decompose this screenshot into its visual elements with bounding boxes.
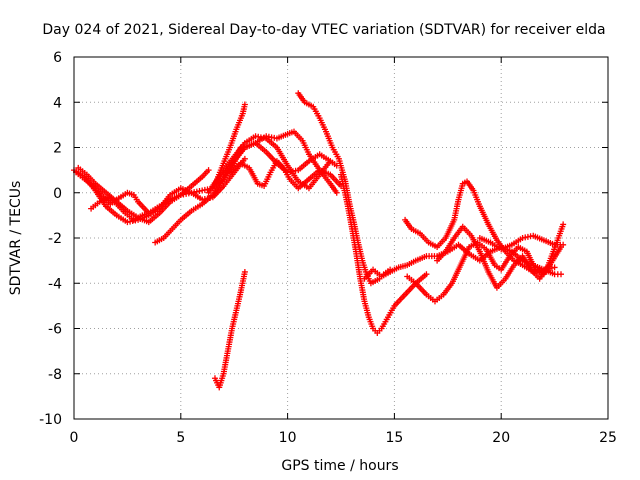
x-tick-label: 0 xyxy=(70,430,79,446)
x-ticks: 0 5 10 15 20 25 xyxy=(70,57,617,446)
grid xyxy=(74,57,608,419)
data-point xyxy=(241,155,248,162)
x-tick-label: 10 xyxy=(279,430,297,446)
y-tick-label: 2 xyxy=(53,141,62,157)
data-point xyxy=(423,271,430,278)
y-tick-label: -8 xyxy=(48,367,62,383)
y-axis-title: SDTVAR / TECUs xyxy=(8,181,24,296)
data-point xyxy=(333,189,340,196)
data-point xyxy=(241,101,248,108)
series-arc-2 xyxy=(73,167,212,217)
y-tick-label: -2 xyxy=(48,231,62,247)
series-arc-8 xyxy=(220,128,340,196)
series-arc-4 xyxy=(88,194,152,223)
x-tick-label: 25 xyxy=(599,430,617,446)
y-tick-label: 0 xyxy=(53,186,62,202)
data-point xyxy=(327,158,334,165)
series-arc-12 xyxy=(338,171,430,337)
series-arc-17 xyxy=(476,232,567,253)
x-axis-title: GPS time / hours xyxy=(281,458,398,474)
x-tick-label: 15 xyxy=(385,430,403,446)
data-point xyxy=(205,167,212,174)
series-arc-15 xyxy=(404,239,565,305)
data-point xyxy=(558,271,565,278)
y-tick-label: 4 xyxy=(53,95,62,111)
y-tick-label: -4 xyxy=(48,276,62,292)
y-tick-label: -6 xyxy=(48,322,62,338)
chart-title: Day 024 of 2021, Sidereal Day-to-day VTE… xyxy=(42,22,605,38)
y-tick-label: -10 xyxy=(39,412,62,428)
series-arc-9 xyxy=(226,158,344,192)
x-tick-label: 20 xyxy=(492,430,510,446)
series-layer xyxy=(71,90,567,391)
data-point xyxy=(560,221,567,228)
data-point xyxy=(145,210,152,217)
x-tick-label: 5 xyxy=(176,430,185,446)
data-point xyxy=(241,268,248,275)
data-point xyxy=(551,264,558,271)
y-tick-label: 6 xyxy=(53,50,62,66)
series-arc-16 xyxy=(434,221,567,291)
data-point xyxy=(560,241,567,248)
y-ticks: -10 -8 -6 -4 -2 0 2 4 6 xyxy=(39,50,608,428)
series-arc-10 xyxy=(211,268,248,391)
